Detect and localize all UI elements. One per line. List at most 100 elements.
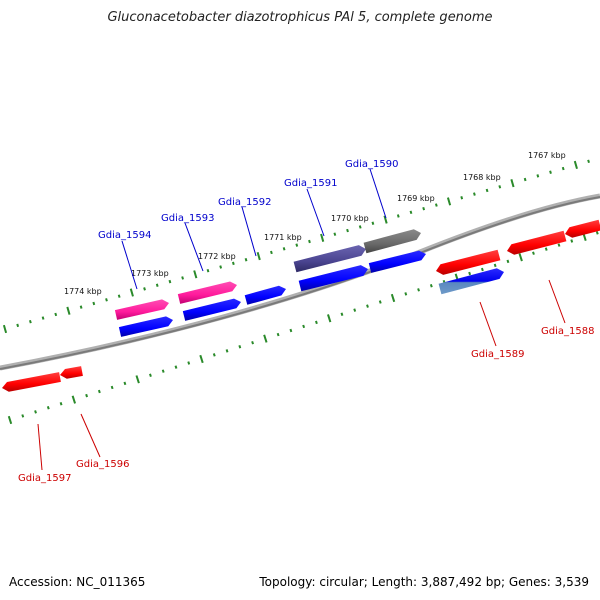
gene-label-gdia-1590[interactable]: Gdia_1590: [345, 159, 398, 170]
minor-tick: [485, 188, 489, 193]
major-tick: [327, 314, 332, 323]
minor-tick: [358, 225, 362, 229]
gene-gdia-1597[interactable]: [2, 372, 61, 392]
minor-tick: [282, 247, 286, 251]
gene-gdia-1592[interactable]: [244, 285, 286, 305]
minor-tick: [404, 292, 408, 296]
minor-tick: [422, 206, 426, 211]
gene-gdia-1589[interactable]: [438, 268, 504, 295]
minor-tick: [396, 214, 400, 218]
minor-tick: [219, 265, 223, 269]
minor-tick: [231, 261, 235, 266]
minor-tick: [54, 312, 58, 317]
minor-tick: [41, 316, 45, 320]
minor-tick: [302, 324, 306, 329]
major-tick: [320, 233, 325, 242]
label-leaders: [37, 168, 566, 471]
gene-label-gdia-1597[interactable]: Gdia_1597: [18, 473, 71, 484]
minor-tick: [238, 345, 242, 349]
major-tick: [2, 324, 8, 334]
minor-tick: [225, 349, 229, 353]
gene-label-gdia-1589[interactable]: Gdia_1589: [471, 349, 524, 360]
gene-label-gdia-1594[interactable]: Gdia_1594: [98, 230, 151, 241]
kbp-label: 1767 kbp: [528, 151, 566, 160]
kbp-label: 1770 kbp: [331, 214, 369, 223]
gene-gdia-1591[interactable]: [298, 265, 368, 292]
major-tick: [193, 270, 198, 279]
genome-info-text: Topology: circular; Length: 3,887,492 bp…: [259, 575, 589, 589]
gene-label-gdia-1593[interactable]: Gdia_1593: [161, 213, 214, 224]
minor-tick: [506, 259, 510, 264]
minor-tick: [105, 298, 108, 302]
gene-gdia-1590-selected[interactable]: [363, 229, 421, 254]
minor-tick: [79, 305, 83, 309]
minor-tick: [21, 414, 25, 418]
major-tick: [256, 251, 261, 261]
gene-gdia-1594[interactable]: [114, 299, 169, 320]
gene-gdia-1588b[interactable]: [565, 219, 600, 238]
minor-tick: [149, 373, 152, 377]
kbp-label: 1771 kbp: [264, 233, 302, 242]
minor-tick: [333, 232, 337, 236]
minor-tick: [532, 251, 535, 255]
minor-tick: [251, 340, 254, 345]
minor-tick: [85, 393, 89, 398]
kbp-label: 1774 kbp: [64, 287, 102, 296]
minor-tick: [181, 276, 184, 280]
minor-tick: [187, 361, 191, 365]
minor-tick: [174, 365, 178, 369]
kbp-label: 1769 kbp: [397, 194, 435, 203]
gene-label-gdia-1588[interactable]: Gdia_1588: [541, 326, 594, 337]
gene-label-gdia-1592[interactable]: Gdia_1592: [218, 197, 271, 208]
minor-tick: [434, 203, 438, 207]
major-tick: [135, 375, 140, 384]
minor-tick: [212, 353, 216, 357]
gene-gdia-1593b[interactable]: [182, 298, 241, 321]
minor-tick: [353, 308, 357, 312]
major-tick: [573, 160, 578, 170]
major-tick: [518, 253, 523, 262]
gene-gdia-1589-red[interactable]: [436, 249, 501, 275]
minor-tick: [276, 332, 280, 337]
minor-tick: [168, 279, 172, 284]
major-tick: [390, 293, 396, 303]
minor-tick: [561, 166, 565, 171]
upper-tick-track: [2, 159, 590, 334]
minor-tick: [595, 231, 599, 235]
minor-tick: [536, 174, 540, 178]
major-tick: [199, 354, 204, 364]
accession-text: Accession: NC_011365: [9, 575, 146, 589]
gene-gdia-1588[interactable]: [507, 230, 567, 255]
minor-tick: [366, 304, 369, 308]
minor-tick: [493, 263, 497, 268]
kbp-label: 1772 kbp: [198, 252, 236, 261]
gene-gdia-1590[interactable]: [368, 250, 426, 273]
minor-tick: [92, 301, 96, 306]
gene-gdia-1593[interactable]: [177, 281, 237, 304]
minor-tick: [143, 287, 146, 291]
minor-tick: [161, 369, 165, 373]
minor-tick: [549, 170, 552, 174]
major-tick: [383, 215, 388, 224]
gene-label-gdia-1591[interactable]: Gdia_1591: [284, 178, 337, 189]
minor-tick: [557, 243, 561, 247]
gene-gdia-1591-selected[interactable]: [293, 245, 366, 273]
gene-label-gdia-1596[interactable]: Gdia_1596: [76, 459, 129, 470]
minor-tick: [123, 381, 127, 386]
minor-tick: [244, 258, 248, 262]
minor-tick: [97, 389, 101, 394]
minor-tick: [59, 401, 63, 406]
major-tick: [263, 334, 268, 343]
gene-track: [2, 219, 600, 392]
minor-tick: [498, 185, 502, 189]
gene-gdia-1596[interactable]: [60, 366, 83, 379]
minor-tick: [460, 196, 464, 200]
major-tick: [66, 306, 71, 315]
minor-tick: [378, 300, 382, 304]
minor-tick: [346, 228, 349, 233]
minor-tick: [295, 243, 299, 247]
minor-tick: [110, 385, 114, 390]
minor-tick: [417, 288, 420, 292]
gene-gdia-1594b[interactable]: [118, 316, 173, 337]
